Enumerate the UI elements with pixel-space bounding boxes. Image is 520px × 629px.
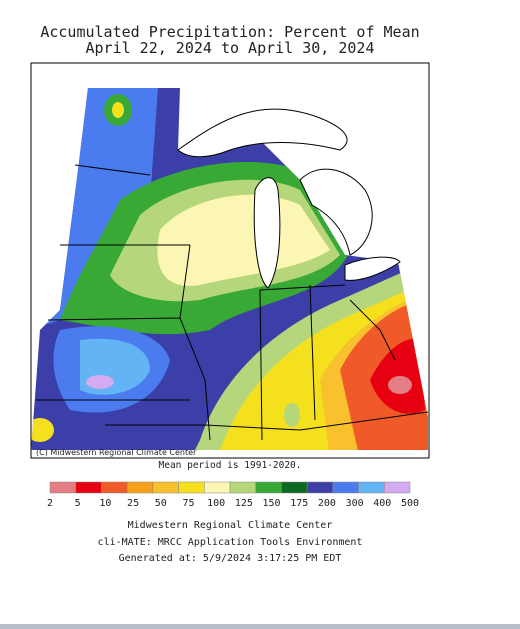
legend-label: 2 — [47, 498, 53, 509]
legend-label: 400 — [373, 498, 391, 509]
title: Accumulated Precipitation: Percent of Me… — [40, 23, 419, 41]
legend-label: 50 — [155, 498, 167, 509]
legend-swatch — [358, 481, 385, 494]
legend-label: 25 — [127, 498, 139, 509]
bottom-bar — [0, 624, 520, 629]
legend-swatch — [332, 481, 359, 494]
legend-label: 500 — [401, 498, 419, 509]
legend-swatch — [229, 481, 256, 494]
footer-line: Generated at: 5/9/2024 3:17:25 PM EDT — [119, 553, 342, 564]
legend-swatch — [384, 481, 411, 494]
legend-swatch — [204, 481, 231, 494]
legend-label: 300 — [346, 498, 364, 509]
legend-swatch — [49, 481, 76, 494]
legend-swatch — [281, 481, 308, 494]
legend: 2 5 10 25 50 75 100 125 150 175 200 300 400 500 — [47, 481, 419, 509]
legend-swatch — [306, 481, 334, 494]
legend-label: 100 — [207, 498, 225, 509]
legend-label: 175 — [290, 498, 308, 509]
legend-swatch — [178, 481, 205, 494]
lakes — [177, 108, 401, 289]
legend-label: 150 — [263, 498, 281, 509]
state-borders — [36, 164, 429, 441]
legend-label: 75 — [182, 498, 194, 509]
footer-line: Midwestern Regional Climate Center — [128, 520, 333, 531]
legend-label: 5 — [75, 498, 81, 509]
legend-swatch — [101, 481, 128, 494]
footer-line: cli-MATE: MRCC Application Tools Environ… — [98, 537, 363, 548]
copyright: (C) Midwestern Regional Climate Center — [36, 448, 197, 457]
legend-swatch — [255, 481, 282, 494]
legend-label: 10 — [99, 498, 111, 509]
legend-label: 200 — [318, 498, 336, 509]
subtitle: April 22, 2024 to April 30, 2024 — [86, 39, 375, 57]
legend-swatch — [75, 481, 102, 494]
legend-swatch — [152, 481, 179, 494]
legend-swatch — [126, 481, 154, 494]
mean-period: Mean period is 1991-2020. — [159, 460, 302, 471]
legend-label: 125 — [235, 498, 253, 509]
